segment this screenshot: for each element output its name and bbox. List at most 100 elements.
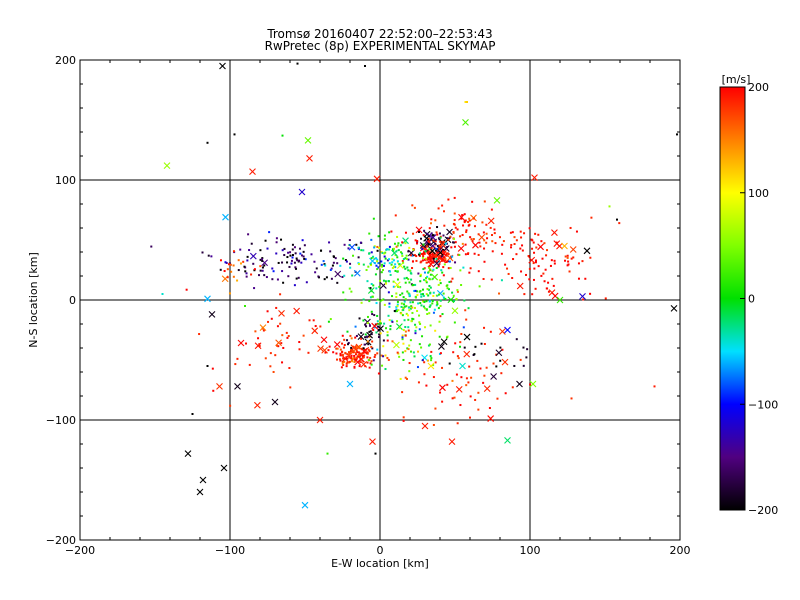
- data-point: [421, 247, 424, 250]
- grid: [80, 60, 680, 540]
- data-point: [531, 239, 534, 242]
- data-point: [477, 391, 480, 394]
- data-point: [464, 243, 467, 246]
- data-point: [439, 236, 442, 239]
- data-point: [369, 296, 372, 299]
- data-point: [282, 281, 285, 284]
- data-point: [302, 255, 305, 258]
- data-point: [423, 373, 426, 376]
- data-point: [395, 292, 398, 295]
- data-point: [424, 250, 427, 253]
- data-point: [362, 319, 365, 322]
- data-point: [150, 245, 153, 248]
- data-point: [210, 255, 213, 258]
- data-point-x: [463, 350, 471, 358]
- data-point: [486, 237, 489, 240]
- data-point: [483, 374, 486, 377]
- data-point: [353, 356, 356, 359]
- data-point: [404, 267, 407, 270]
- data-point: [397, 249, 400, 252]
- data-point: [458, 345, 461, 348]
- data-point: [406, 266, 409, 269]
- data-point: [428, 343, 431, 346]
- data-point: [477, 270, 480, 273]
- data-point: [434, 329, 437, 332]
- data-point: [515, 239, 518, 242]
- data-point: [419, 322, 422, 325]
- data-point-x: [259, 324, 267, 331]
- data-point: [432, 423, 435, 426]
- data-point: [543, 242, 546, 245]
- data-point: [364, 323, 367, 326]
- data-point: [435, 255, 438, 258]
- data-point: [283, 254, 286, 257]
- data-point: [431, 269, 434, 272]
- data-point: [379, 320, 382, 323]
- data-point: [382, 345, 385, 348]
- data-point: [366, 280, 369, 283]
- data-point: [461, 234, 464, 237]
- data-point: [429, 268, 432, 271]
- data-point: [289, 386, 292, 389]
- data-point: [409, 307, 412, 310]
- data-point: [371, 313, 374, 316]
- data-point: [347, 341, 350, 344]
- data-point: [264, 239, 267, 242]
- data-point: [343, 344, 346, 347]
- data-point: [468, 271, 471, 274]
- data-point: [232, 275, 235, 278]
- data-point: [495, 365, 498, 368]
- data-point: [451, 277, 454, 280]
- data-point: [527, 255, 530, 258]
- data-point: [353, 361, 356, 364]
- data-point: [270, 317, 273, 320]
- data-point: [352, 254, 355, 257]
- data-point: [368, 335, 371, 338]
- data-point: [400, 251, 403, 254]
- data-point: [285, 331, 288, 334]
- data-point-x: [249, 252, 257, 260]
- colorbar-tick-label: −200: [748, 504, 778, 517]
- data-point: [416, 294, 419, 297]
- data-point: [446, 287, 449, 290]
- data-point: [376, 320, 379, 323]
- data-point: [373, 326, 376, 329]
- data-point: [453, 223, 456, 226]
- data-point: [401, 336, 404, 339]
- data-point: [409, 254, 412, 257]
- data-point: [420, 346, 423, 349]
- data-point: [275, 306, 278, 309]
- data-point: [473, 217, 476, 220]
- data-point: [541, 257, 544, 260]
- data-point: [511, 386, 514, 389]
- data-point-x: [446, 228, 453, 236]
- data-point: [404, 242, 407, 245]
- data-point: [240, 262, 243, 265]
- data-point: [463, 220, 466, 223]
- data-point: [348, 355, 351, 358]
- data-point: [244, 305, 246, 307]
- data-point: [555, 241, 558, 244]
- data-point: [470, 376, 473, 379]
- data-point: [369, 356, 372, 359]
- data-point: [346, 339, 349, 342]
- data-point: [616, 218, 618, 221]
- data-point: [443, 297, 446, 300]
- data-point: [428, 284, 431, 287]
- data-point: [582, 298, 585, 301]
- data-point: [439, 305, 442, 308]
- data-point: [271, 278, 274, 281]
- data-point: [575, 230, 578, 233]
- data-point: [336, 262, 339, 265]
- data-point: [455, 373, 458, 376]
- data-point: [226, 276, 229, 279]
- data-point: [291, 248, 294, 251]
- data-point: [479, 245, 482, 248]
- data-point: [550, 259, 553, 262]
- data-point: [298, 259, 301, 262]
- data-point: [396, 351, 399, 354]
- data-point: [302, 334, 305, 337]
- data-point-x: [487, 415, 495, 422]
- data-point: [423, 361, 426, 364]
- data-point: [413, 289, 416, 292]
